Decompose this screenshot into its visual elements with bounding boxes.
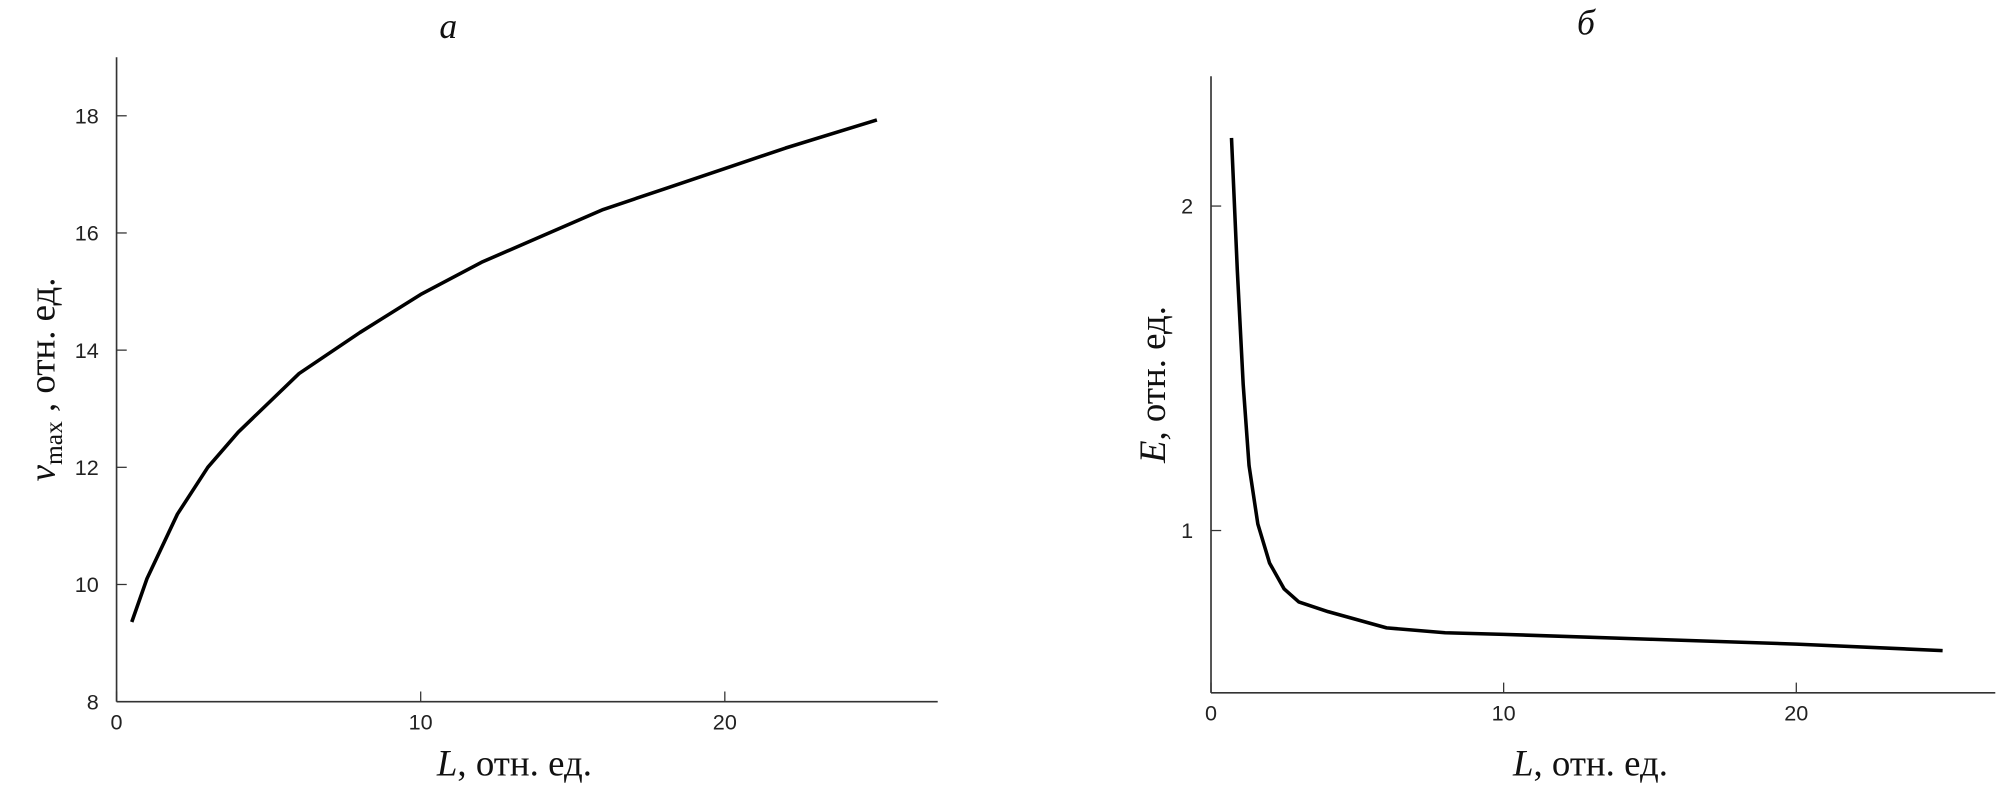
data-line: [1229, 137, 1943, 653]
y-axis-label: vmax , отн. ед.: [21, 278, 68, 482]
y-tick-label: 16: [75, 221, 99, 246]
x-axis-label: L, отн. ед.: [436, 742, 592, 783]
x-tick-label: 0: [111, 710, 123, 735]
y-tick-label: 14: [75, 338, 99, 363]
x-tick-label: 0: [1205, 701, 1217, 726]
y-axis-label: E, отн. ед.: [1132, 306, 1173, 464]
y-tick-label: 18: [75, 103, 99, 128]
x-tick-label: 20: [713, 710, 737, 735]
data-line: [130, 118, 878, 623]
x-tick-label: 10: [1492, 701, 1516, 726]
y-label-sub: max: [40, 421, 68, 465]
x-tick-label: 20: [1784, 701, 1808, 726]
y-tick-label: 10: [75, 572, 99, 597]
x-tick-label: 10: [409, 710, 433, 735]
y-tick-label: 12: [75, 455, 99, 480]
x-label-unit: , отн. ед.: [1533, 742, 1667, 783]
x-label-var: L: [1512, 742, 1534, 783]
y-tick-label: 1: [1181, 518, 1193, 543]
y-label-unit: , отн. ед.: [21, 278, 62, 422]
chart-title: б: [1577, 2, 1596, 42]
y-label-var: E: [1132, 441, 1173, 465]
y-label-unit: , отн. ед.: [1132, 306, 1173, 440]
x-axis-label: L, отн. ед.: [1512, 742, 1668, 783]
y-label-var: v: [21, 464, 62, 481]
y-tick-label: 2: [1181, 194, 1193, 219]
x-label-unit: , отн. ед.: [457, 742, 591, 783]
chart-title: а: [439, 6, 457, 46]
x-label-var: L: [436, 742, 458, 783]
y-tick-label: 8: [87, 689, 99, 714]
